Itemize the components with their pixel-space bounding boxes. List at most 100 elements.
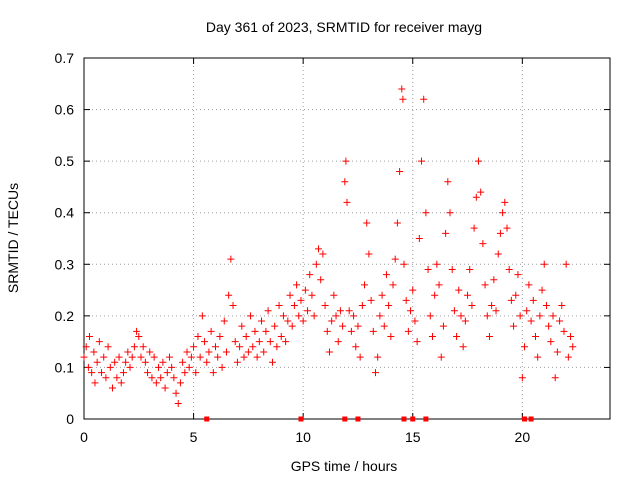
y-tick-label: 0.2 xyxy=(55,308,75,324)
data-point xyxy=(155,363,163,371)
data-point xyxy=(501,198,509,206)
data-point xyxy=(398,85,406,93)
data-point xyxy=(88,369,96,377)
data-point xyxy=(201,338,209,346)
data-point xyxy=(542,302,550,310)
data-point xyxy=(453,332,461,340)
data-point xyxy=(170,374,178,382)
data-point xyxy=(553,348,561,356)
data-point xyxy=(350,312,358,320)
x-tick-label: 10 xyxy=(295,429,311,445)
data-point xyxy=(174,400,182,408)
data-point xyxy=(420,95,428,103)
zero-marker xyxy=(342,416,348,422)
data-point xyxy=(231,338,239,346)
data-point xyxy=(389,281,397,289)
data-point xyxy=(196,353,204,361)
data-point xyxy=(192,369,200,377)
data-point xyxy=(330,291,338,299)
data-point xyxy=(82,343,90,351)
data-point xyxy=(531,332,539,340)
data-point xyxy=(479,240,487,248)
data-point xyxy=(85,332,93,340)
x-tick-label: 5 xyxy=(190,429,198,445)
data-point xyxy=(492,307,500,315)
zero-marker xyxy=(204,416,210,422)
data-point xyxy=(238,322,246,330)
data-points xyxy=(80,85,577,408)
data-point xyxy=(187,353,195,361)
data-point xyxy=(461,317,469,325)
data-point xyxy=(100,353,108,361)
data-point xyxy=(402,296,410,304)
data-point xyxy=(306,271,314,279)
zero-markers xyxy=(204,416,534,422)
data-point xyxy=(117,379,125,387)
data-point xyxy=(122,358,130,366)
data-point xyxy=(347,327,355,335)
data-point xyxy=(253,353,261,361)
data-point xyxy=(472,193,480,201)
data-point xyxy=(233,358,241,366)
data-point xyxy=(98,369,106,377)
data-point xyxy=(450,307,458,315)
y-tick-label: 0.4 xyxy=(55,205,75,221)
data-point xyxy=(128,353,136,361)
data-point xyxy=(342,157,350,165)
data-point xyxy=(106,363,114,371)
data-point xyxy=(466,265,474,273)
data-point xyxy=(538,286,546,294)
data-point xyxy=(516,312,524,320)
data-point xyxy=(545,322,553,330)
data-point xyxy=(499,209,507,217)
data-point xyxy=(485,332,493,340)
data-point xyxy=(374,353,382,361)
data-point xyxy=(240,353,248,361)
data-point xyxy=(457,312,465,320)
data-point xyxy=(505,265,513,273)
data-point xyxy=(396,167,404,175)
data-point xyxy=(227,255,235,263)
data-point xyxy=(255,338,263,346)
data-point xyxy=(321,302,329,310)
x-axis: 0 5 10 15 20 xyxy=(80,58,530,445)
data-point xyxy=(95,338,103,346)
data-point xyxy=(181,369,189,377)
data-point xyxy=(385,302,393,310)
data-point xyxy=(439,322,447,330)
data-point xyxy=(512,291,520,299)
data-point xyxy=(507,296,515,304)
data-point xyxy=(268,358,276,366)
zero-marker xyxy=(355,416,361,422)
data-point xyxy=(378,291,386,299)
data-point xyxy=(282,338,290,346)
data-point xyxy=(371,369,379,377)
y-tick-label: 0.1 xyxy=(55,359,75,375)
data-point xyxy=(150,353,158,361)
x-tick-label: 15 xyxy=(405,429,421,445)
data-point xyxy=(220,317,228,325)
data-point xyxy=(144,369,152,377)
data-point xyxy=(356,353,364,361)
data-point xyxy=(297,296,305,304)
data-point xyxy=(525,281,533,289)
data-point xyxy=(481,281,489,289)
data-point xyxy=(510,322,518,330)
data-point xyxy=(139,343,147,351)
data-point xyxy=(242,332,250,340)
x-axis-label: GPS time / hours xyxy=(291,458,398,474)
data-point xyxy=(84,363,92,371)
data-point xyxy=(244,348,252,356)
data-point xyxy=(93,358,101,366)
data-point xyxy=(433,260,441,268)
data-point xyxy=(490,276,498,284)
data-point xyxy=(209,369,217,377)
data-point xyxy=(194,332,202,340)
data-point xyxy=(424,265,432,273)
data-point xyxy=(442,229,450,237)
data-point xyxy=(102,374,110,382)
zero-marker xyxy=(528,416,534,422)
data-point xyxy=(496,229,504,237)
y-tick-label: 0.7 xyxy=(55,50,75,66)
data-point xyxy=(133,327,141,335)
